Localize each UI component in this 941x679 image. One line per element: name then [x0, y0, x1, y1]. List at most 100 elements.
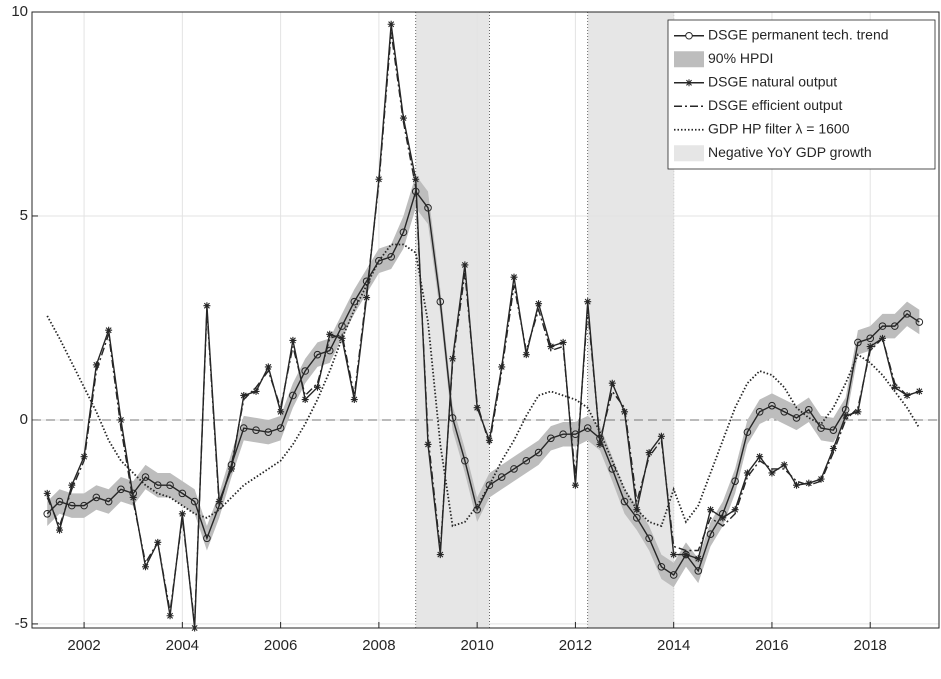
marker [412, 175, 420, 183]
x-tick-label: 2008 [362, 637, 395, 654]
marker [694, 555, 702, 563]
marker [780, 407, 789, 416]
x-tick-label: 2018 [854, 637, 887, 654]
x-tick-label: 2012 [559, 637, 592, 654]
marker [43, 489, 51, 497]
marker [424, 204, 432, 212]
marker [707, 506, 715, 514]
marker [793, 481, 801, 489]
hpdi-band [47, 175, 920, 588]
marker [682, 551, 690, 559]
marker [817, 475, 825, 483]
marker [878, 322, 887, 330]
marker [215, 498, 223, 506]
marker [55, 497, 64, 506]
marker [375, 257, 383, 265]
marker [301, 367, 309, 375]
marker [117, 485, 125, 494]
marker [56, 526, 64, 534]
y-tick-label: 5 [20, 207, 28, 224]
marker [596, 440, 604, 448]
marker [804, 405, 813, 414]
marker [792, 414, 801, 422]
marker [743, 428, 752, 436]
marker [264, 428, 273, 436]
marker [890, 322, 899, 330]
marker [178, 510, 186, 518]
marker [780, 461, 788, 469]
marker [608, 379, 616, 387]
marker [252, 426, 260, 434]
marker [571, 481, 579, 489]
marker [842, 412, 850, 420]
legend-label: 90% HPDI [708, 50, 773, 66]
marker [534, 448, 543, 457]
marker [461, 261, 469, 269]
legend: DSGE permanent tech. trend 90% HPDI DSGE n… [667, 19, 936, 170]
marker [866, 343, 874, 351]
marker [350, 396, 358, 404]
series-line [46, 243, 921, 528]
marker [153, 481, 162, 490]
marker [694, 567, 703, 575]
marker [669, 571, 678, 579]
marker [104, 497, 113, 506]
marker [670, 551, 678, 559]
marker [535, 300, 543, 308]
legend-marker [685, 79, 693, 87]
marker [620, 497, 629, 506]
y-tick-label: 0 [20, 411, 28, 428]
marker [80, 501, 88, 510]
y-tick-label: 10 [11, 3, 28, 20]
marker [657, 432, 665, 440]
x-tick-label: 2014 [657, 637, 690, 654]
marker [559, 338, 567, 346]
marker [203, 534, 211, 543]
marker [633, 506, 641, 514]
marker [190, 497, 199, 506]
marker [449, 355, 457, 363]
marker [891, 383, 899, 391]
shaded-period [587, 12, 674, 628]
marker [399, 114, 407, 122]
marker [645, 449, 653, 457]
marker [117, 416, 125, 424]
legend-label: DSGE efficient output [708, 97, 842, 113]
marker [239, 424, 248, 432]
marker [510, 465, 518, 473]
series-line [46, 189, 920, 576]
marker [92, 493, 101, 502]
series-line [46, 32, 920, 625]
marker [522, 351, 530, 359]
marker [497, 473, 506, 481]
legend-label: Negative YoY GDP growth [708, 144, 872, 160]
marker [743, 469, 751, 477]
marker [805, 479, 813, 487]
marker [252, 387, 260, 395]
marker [829, 426, 838, 434]
marker [276, 424, 285, 432]
marker [854, 338, 862, 347]
marker [203, 302, 211, 310]
marker [768, 401, 776, 410]
x-tick-label: 2004 [166, 637, 199, 654]
marker [817, 424, 825, 432]
marker [915, 387, 923, 395]
marker [289, 336, 297, 344]
marker [92, 361, 100, 369]
marker [485, 481, 494, 490]
marker [755, 407, 764, 416]
marker [915, 318, 924, 326]
marker [731, 477, 739, 485]
marker [141, 473, 150, 481]
marker [277, 408, 285, 416]
x-tick-label: 2006 [264, 637, 297, 654]
marker [522, 456, 531, 465]
legend-swatch [674, 51, 704, 68]
marker [166, 481, 174, 490]
x-tick-label: 2002 [67, 637, 100, 654]
marker [633, 514, 641, 522]
legend-marker [685, 31, 693, 40]
marker [866, 334, 875, 343]
marker [240, 391, 248, 399]
